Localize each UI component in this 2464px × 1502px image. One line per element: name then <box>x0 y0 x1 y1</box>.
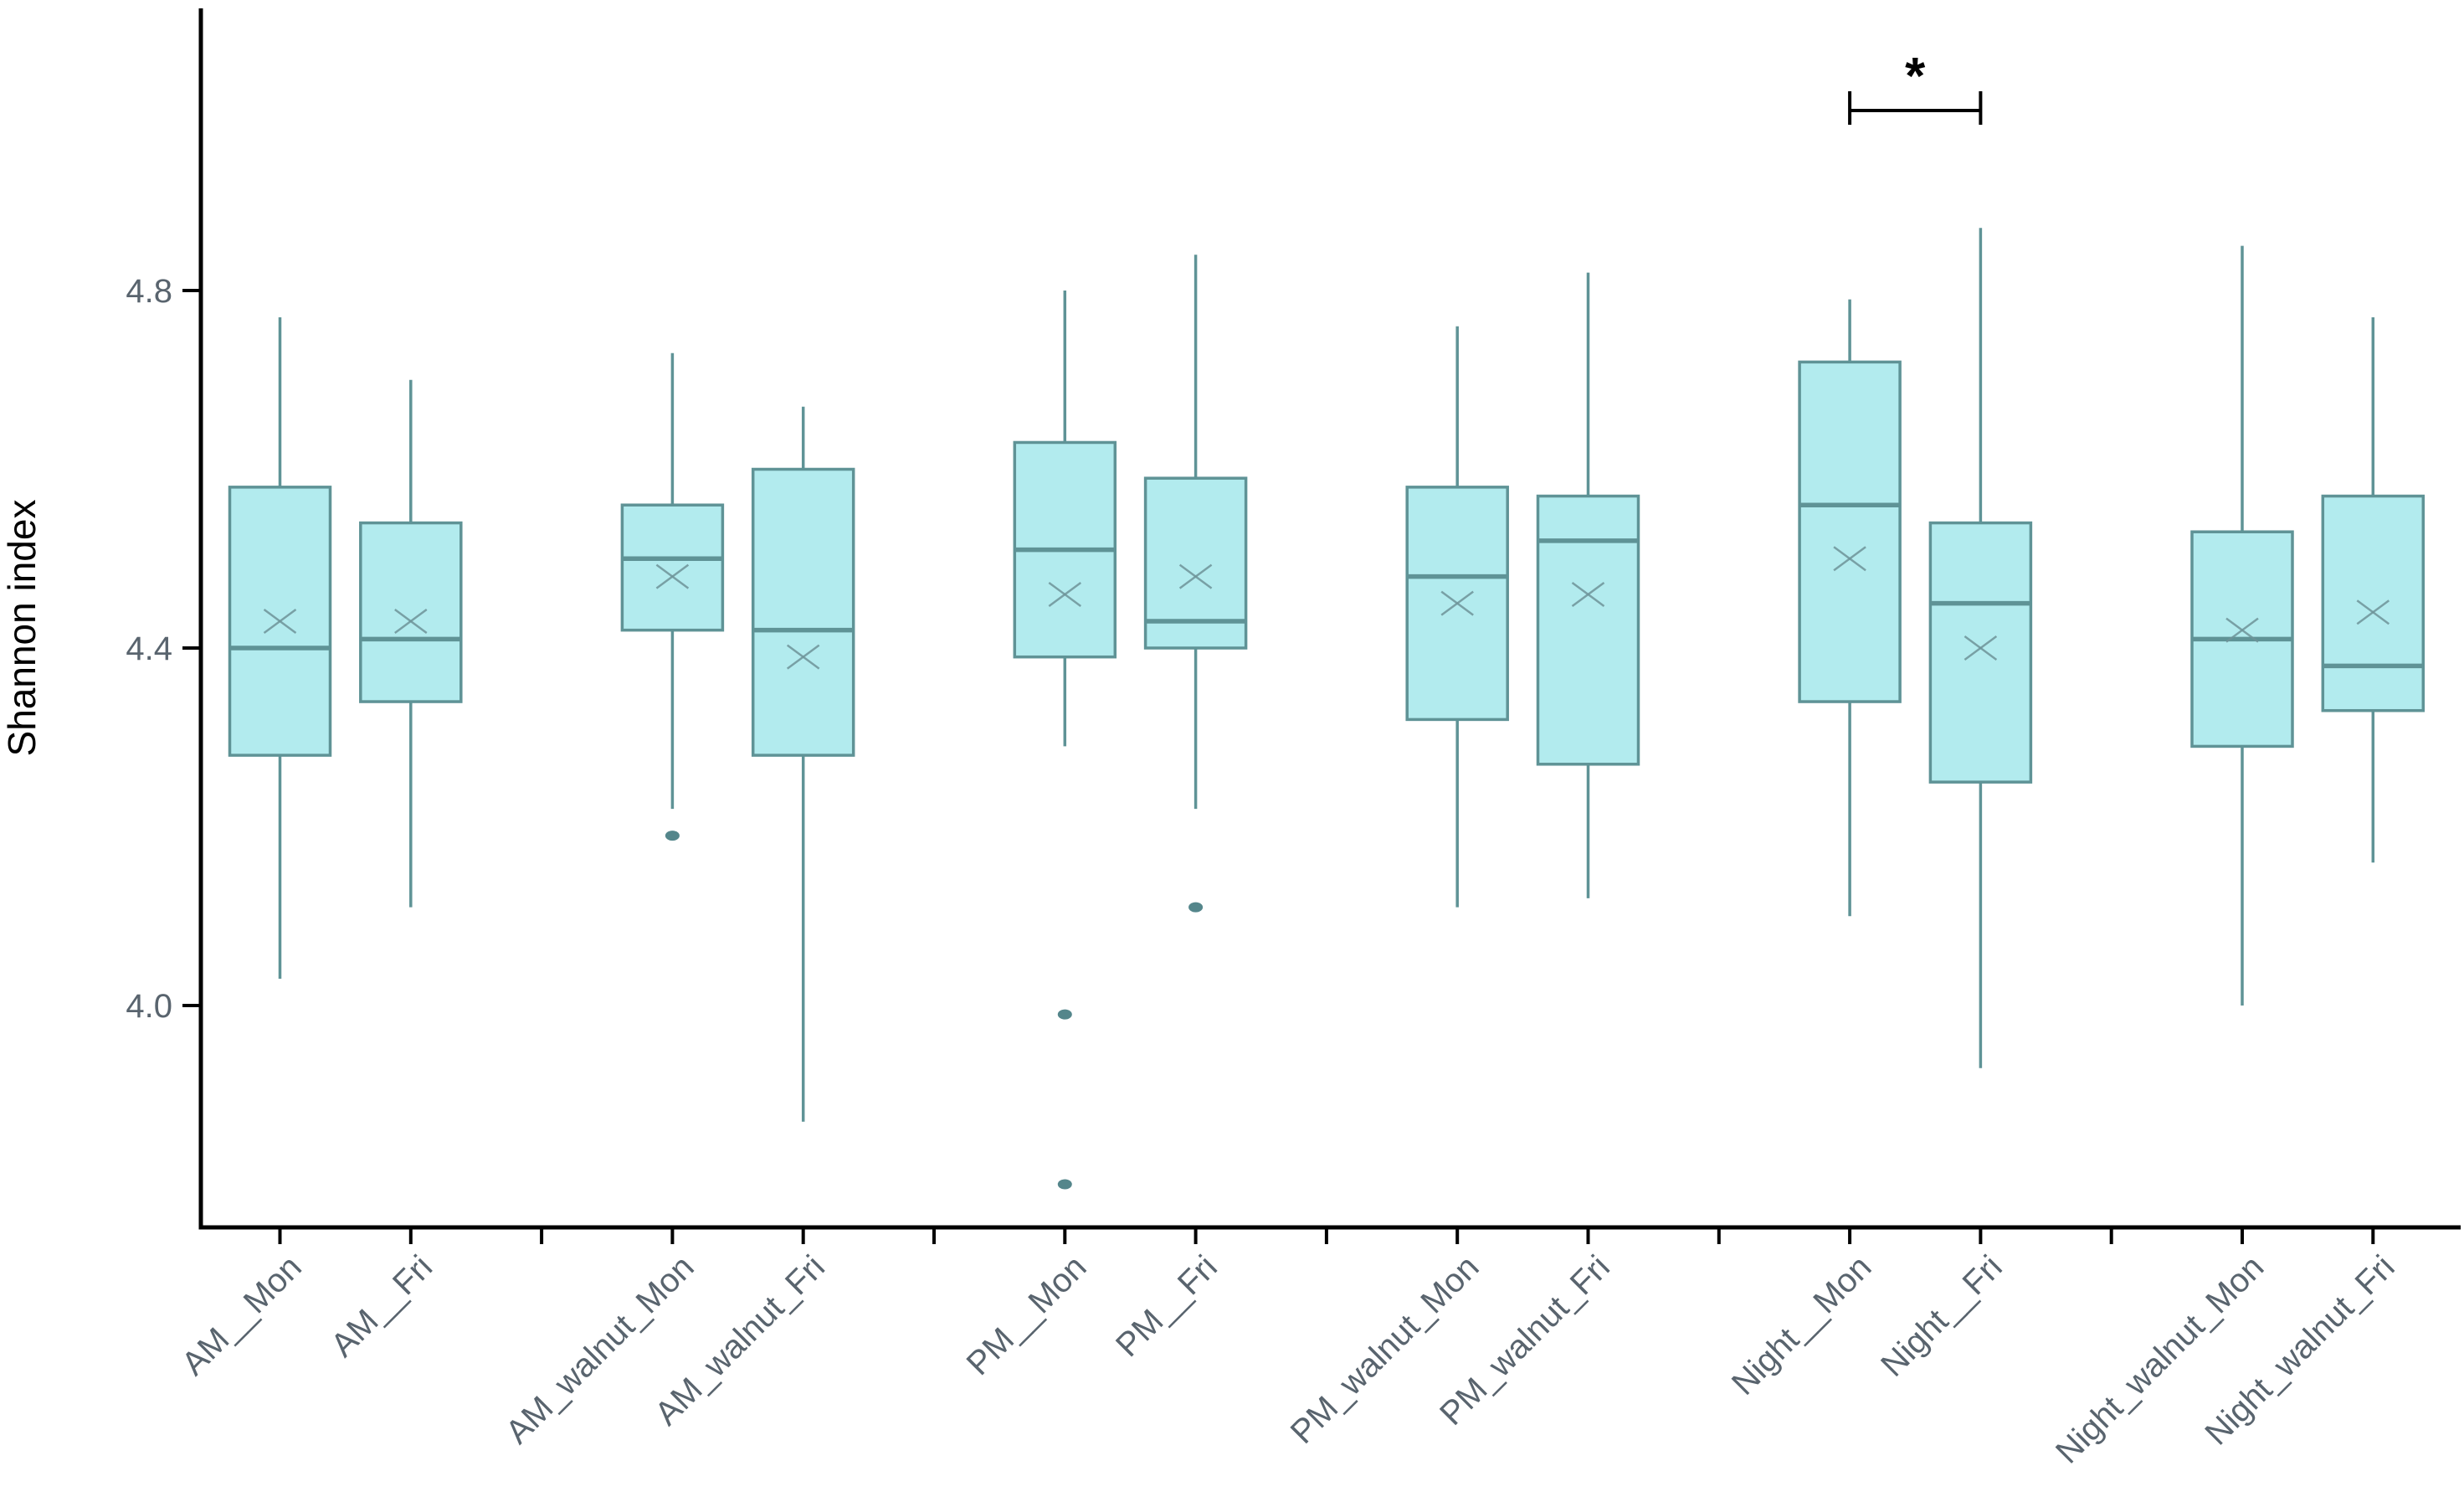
iqr-box <box>751 467 855 757</box>
x-tick-label: Night__Mon <box>1725 1248 1879 1402</box>
x-tick-label: AM__Fri <box>324 1248 439 1364</box>
y-tick-label: 4.4 <box>126 630 172 667</box>
outlier-point <box>1188 902 1204 913</box>
x-tick-label: PM__Mon <box>960 1248 1094 1382</box>
mean-x-marker <box>2225 617 2259 643</box>
mean-x-marker <box>1178 563 1213 589</box>
box-group-AM_walnut_Fri <box>751 406 855 1122</box>
mean-x-marker <box>1440 590 1474 616</box>
mean-x-marker <box>1571 581 1605 607</box>
box-group-AM__Mon <box>228 317 332 979</box>
box-group-Night_walnut_Mon <box>2190 245 2294 1006</box>
mean-x-marker <box>655 563 690 589</box>
box-group-AM__Fri <box>359 379 463 908</box>
box-group-PM__Fri <box>1143 255 1248 913</box>
box-group-AM_walnut_Mon <box>620 352 725 841</box>
mean-x-marker <box>2356 599 2390 625</box>
mean-x-marker <box>394 608 428 634</box>
box-group-Night__Mon <box>1798 299 1902 917</box>
iqr-box <box>1405 486 1509 722</box>
mean-x-marker <box>1964 635 1998 661</box>
box-group-PM__Mon <box>1013 291 1117 1190</box>
mean-x-marker <box>1048 581 1082 607</box>
x-tick-label: AM__Mon <box>175 1248 309 1382</box>
outlier-point <box>1057 1009 1072 1020</box>
iqr-box <box>1536 494 1640 766</box>
box-group-PM_walnut_Mon <box>1405 326 1509 908</box>
outlier-point <box>1057 1179 1072 1190</box>
x-tick-label: Night__Fri <box>1874 1248 2010 1384</box>
mean-x-marker <box>263 608 297 634</box>
significance-bracket: * <box>1848 48 1983 125</box>
iqr-box <box>2321 494 2426 712</box>
outlier-point <box>665 831 680 841</box>
mean-x-marker <box>786 644 820 670</box>
mean-x-marker <box>1833 546 1866 572</box>
box-group-Night__Fri <box>1928 228 2033 1068</box>
iqr-box <box>1798 360 1902 703</box>
iqr-box <box>359 521 463 703</box>
iqr-box <box>1928 521 2033 784</box>
iqr-box <box>620 503 725 632</box>
significance-star: * <box>1905 48 1926 105</box>
x-tick-label: PM__Fri <box>1109 1248 1224 1364</box>
y-tick-label: 4.8 <box>126 273 172 310</box>
y-axis-title: Shannon index <box>0 500 44 757</box>
box-group-Night_walnut_Fri <box>2321 317 2426 863</box>
y-tick-label: 4.0 <box>126 988 172 1025</box>
box-group-PM_walnut_Fri <box>1536 272 1640 898</box>
